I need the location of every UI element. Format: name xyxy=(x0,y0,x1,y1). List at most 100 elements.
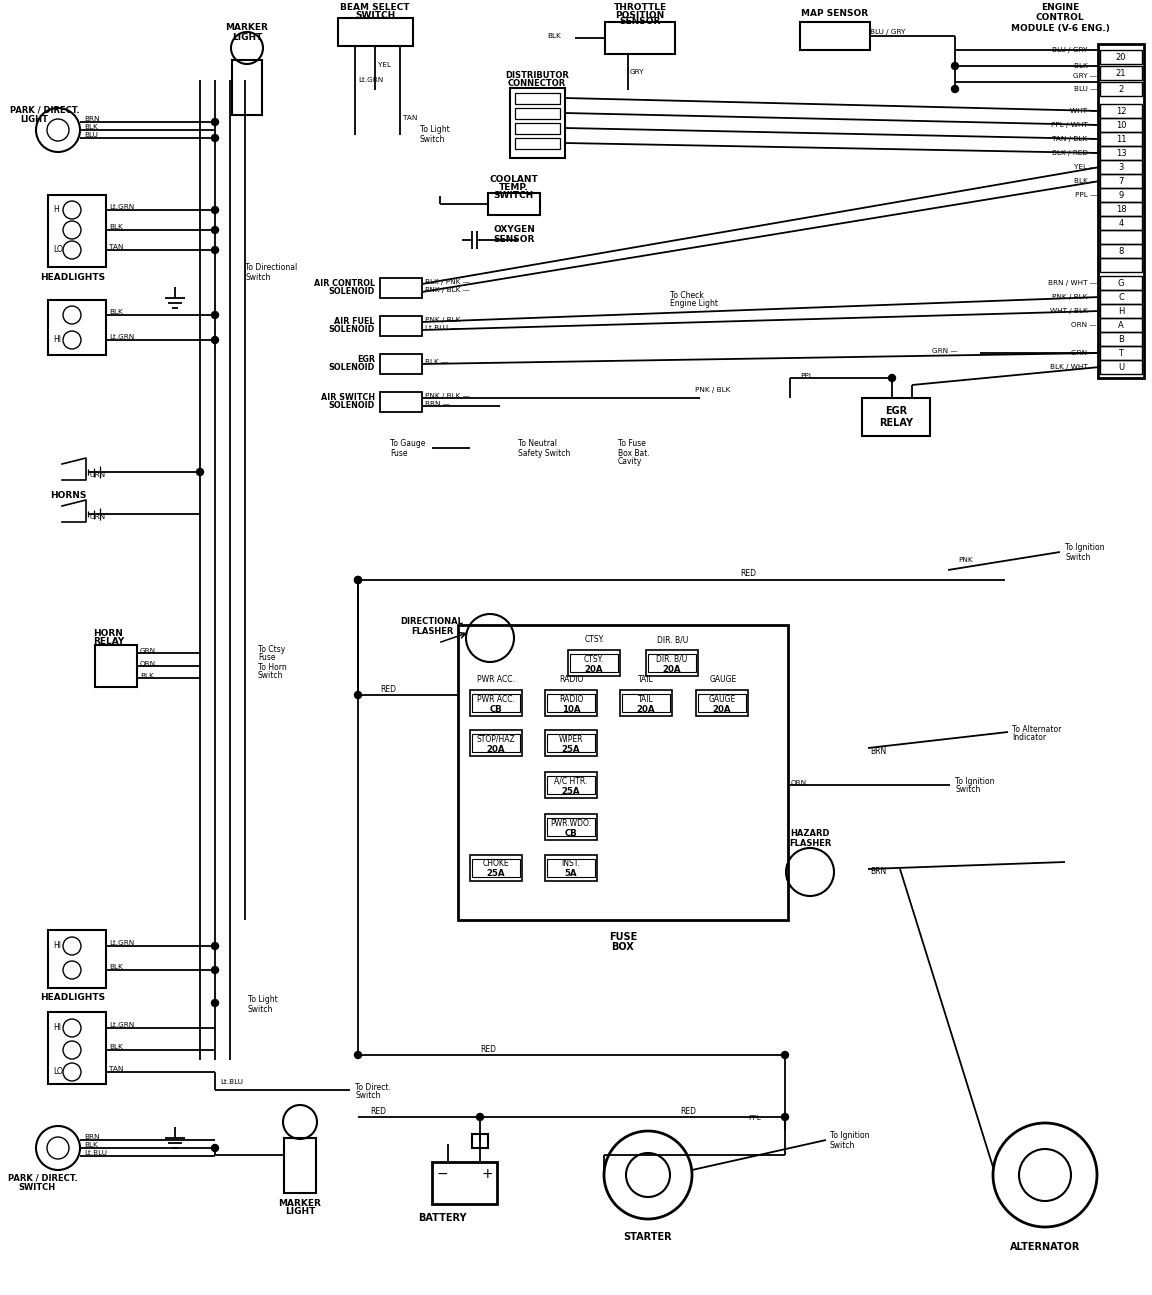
Text: PNK / BLK —: PNK / BLK — xyxy=(1052,294,1097,300)
Text: 9: 9 xyxy=(1119,190,1123,199)
Bar xyxy=(547,859,594,877)
Text: To Ignition: To Ignition xyxy=(955,777,994,786)
Circle shape xyxy=(212,1145,219,1151)
Text: 20A: 20A xyxy=(637,704,655,714)
Bar xyxy=(1100,290,1142,304)
Bar xyxy=(472,859,520,877)
Text: H: H xyxy=(1117,307,1124,316)
Text: BRN: BRN xyxy=(870,868,886,877)
Text: 11: 11 xyxy=(1116,135,1127,144)
Text: COOLANT: COOLANT xyxy=(490,175,538,184)
Text: To Ignition: To Ignition xyxy=(829,1132,870,1141)
Text: BATTERY: BATTERY xyxy=(418,1213,467,1222)
Text: 2: 2 xyxy=(1119,84,1123,93)
Text: TEMP.: TEMP. xyxy=(499,183,529,192)
Text: PNK: PNK xyxy=(958,557,972,563)
Text: DIR. B/U: DIR. B/U xyxy=(658,636,689,645)
Bar xyxy=(94,645,137,688)
Text: HEADLIGHTS: HEADLIGHTS xyxy=(40,993,105,1002)
Circle shape xyxy=(212,119,219,126)
Text: Switch: Switch xyxy=(248,1005,273,1014)
Bar xyxy=(515,107,560,119)
Text: 10: 10 xyxy=(1116,120,1127,130)
Text: CHOKE: CHOKE xyxy=(483,860,509,869)
Text: 25A: 25A xyxy=(562,786,581,795)
Text: PWR.WDO.: PWR.WDO. xyxy=(551,818,591,828)
Text: BLK: BLK xyxy=(109,224,123,231)
Bar xyxy=(696,690,748,716)
Text: BRN / WHT —: BRN / WHT — xyxy=(1048,280,1097,286)
Text: MARKER: MARKER xyxy=(226,23,268,32)
Text: H: H xyxy=(53,206,59,215)
Text: TAIL: TAIL xyxy=(638,676,654,685)
Text: MAP SENSOR: MAP SENSOR xyxy=(802,9,869,18)
Text: PPL: PPL xyxy=(748,1115,760,1121)
Text: SWITCH: SWITCH xyxy=(494,192,535,201)
Text: G: G xyxy=(1117,278,1124,287)
Text: LIGHT: LIGHT xyxy=(285,1207,316,1216)
Bar xyxy=(862,398,930,436)
Text: 3: 3 xyxy=(1119,162,1123,171)
Bar xyxy=(458,625,788,919)
Text: HI: HI xyxy=(53,941,61,951)
Bar xyxy=(338,18,414,47)
Text: To Horn: To Horn xyxy=(258,663,287,672)
Text: SOLENOID: SOLENOID xyxy=(328,287,376,297)
Text: BLK: BLK xyxy=(84,124,98,130)
Circle shape xyxy=(355,576,362,584)
Bar xyxy=(568,650,620,676)
Text: LO: LO xyxy=(53,1067,63,1076)
Bar xyxy=(488,193,540,215)
Text: To Direct.: To Direct. xyxy=(355,1083,391,1092)
Bar xyxy=(545,855,597,881)
Text: DISTRIBUTOR: DISTRIBUTOR xyxy=(505,71,569,80)
Bar xyxy=(1100,319,1142,332)
Circle shape xyxy=(212,312,219,319)
Bar xyxy=(545,815,597,840)
Text: EGR: EGR xyxy=(357,355,376,364)
Text: HI: HI xyxy=(53,335,61,344)
Text: ORN: ORN xyxy=(141,660,157,667)
Text: PPL / WHT —: PPL / WHT — xyxy=(1051,122,1097,128)
Text: WHT / BLK —: WHT / BLK — xyxy=(1049,308,1097,313)
Circle shape xyxy=(212,227,219,233)
Text: EGR: EGR xyxy=(885,407,907,416)
Text: 18: 18 xyxy=(1115,205,1127,214)
Text: Lt.GRN: Lt.GRN xyxy=(109,940,135,947)
Bar xyxy=(570,654,617,672)
Text: Engine Light: Engine Light xyxy=(670,299,718,308)
Text: HAZARD: HAZARD xyxy=(790,830,829,838)
Text: FLASHER: FLASHER xyxy=(411,627,453,636)
Text: 20A: 20A xyxy=(487,745,506,754)
Circle shape xyxy=(197,469,204,475)
Circle shape xyxy=(952,62,958,70)
Text: To Ctsy: To Ctsy xyxy=(258,645,286,654)
Text: TAIL: TAIL xyxy=(638,694,654,703)
Text: BOX: BOX xyxy=(612,941,635,952)
Text: GRN —: GRN — xyxy=(932,348,958,354)
Bar xyxy=(1100,276,1142,290)
Text: To Alternator: To Alternator xyxy=(1011,724,1061,733)
Text: RADIO: RADIO xyxy=(559,676,583,685)
Bar xyxy=(432,1162,497,1204)
Text: Cavity: Cavity xyxy=(617,457,643,466)
Bar xyxy=(1100,304,1142,319)
Text: 20: 20 xyxy=(1116,53,1127,61)
Text: BEAM SELECT: BEAM SELECT xyxy=(340,4,410,13)
Text: BRN: BRN xyxy=(84,1134,99,1140)
Text: 20A: 20A xyxy=(713,704,732,714)
Text: RELAY: RELAY xyxy=(93,637,124,646)
Text: To Light: To Light xyxy=(248,996,278,1005)
Bar xyxy=(48,930,106,988)
Bar xyxy=(799,22,870,51)
Circle shape xyxy=(781,1052,788,1058)
Text: −: − xyxy=(437,1167,448,1181)
Text: TAN: TAN xyxy=(109,1066,123,1072)
Text: SOLENOID: SOLENOID xyxy=(328,364,376,373)
Bar xyxy=(380,316,422,335)
Circle shape xyxy=(212,1000,219,1006)
Text: BLK: BLK xyxy=(84,1142,98,1147)
Text: RED: RED xyxy=(370,1107,386,1116)
Text: 20A: 20A xyxy=(662,664,681,673)
Text: Fuse: Fuse xyxy=(391,448,408,457)
